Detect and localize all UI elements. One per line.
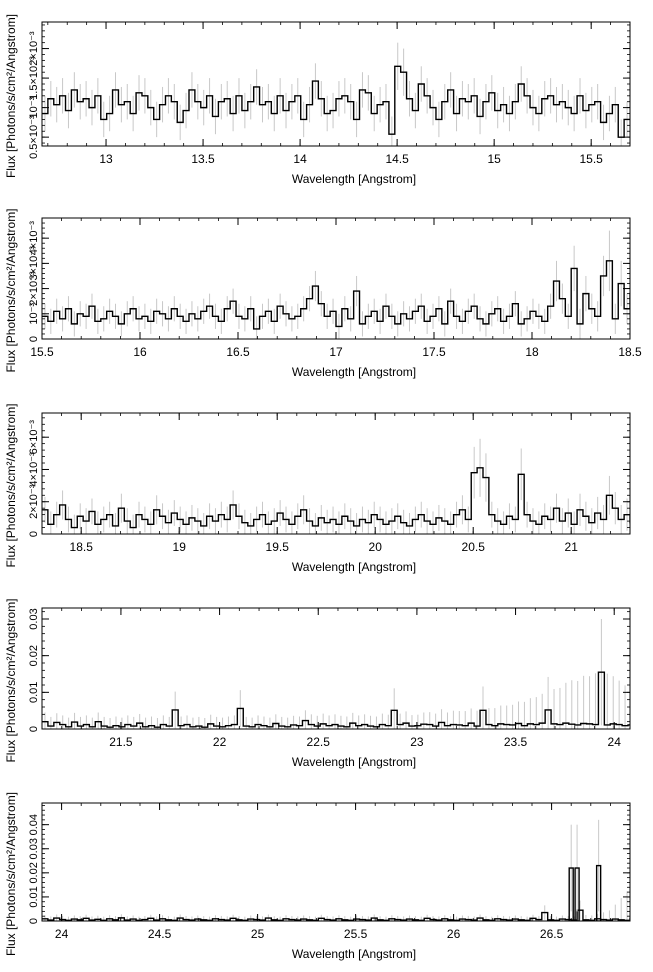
y-axis-label: Flux [Photons/s/cm²/Angstrom]	[4, 403, 18, 567]
x-tick-label: 21	[565, 540, 579, 554]
y-axis-label: Flux [Photons/s/cm²/Angstrom]	[4, 792, 18, 956]
x-axis-label: Wavelength [Angstrom]	[292, 560, 416, 574]
chart-panel-4: 21.5 22 22.5 23 23.5 24 0 0.01 0.02 0.03 Wavelengt…	[4, 598, 631, 769]
x-tick-label: 14.5	[385, 152, 409, 166]
x-tick-label: 18	[525, 345, 539, 359]
x-tick-label: 24	[55, 927, 69, 941]
x-tick-label: 24	[608, 735, 622, 749]
x-tick-label: 15	[487, 152, 501, 166]
x-axis-label: Wavelength [Angstrom]	[292, 365, 416, 379]
x-tick-label: 19	[173, 540, 187, 554]
y-tick-label: 4×10⁻³	[28, 452, 40, 487]
spectrum-step-series-1	[42, 65, 630, 138]
x-tick-label: 22.5	[307, 735, 331, 749]
y-axis-label: Flux [Photons/s/cm²/Angstrom]	[4, 208, 18, 372]
x-tick-label: 23	[410, 735, 424, 749]
x-axis-label: Wavelength [Angstrom]	[292, 947, 416, 961]
plot-area	[42, 230, 630, 339]
x-tick-label: 22	[213, 735, 227, 749]
spectrum-step-series-1	[42, 909, 630, 921]
y-tick-label: 0	[28, 918, 40, 924]
y-tick-label: 0.03	[28, 608, 40, 629]
x-tick-label: 14	[293, 152, 307, 166]
plot-frame	[41, 21, 631, 147]
x-axis-label: Wavelength [Angstrom]	[292, 755, 416, 769]
x-tick-label: 19.5	[266, 540, 290, 554]
plot-area	[42, 42, 630, 146]
y-tick-label: 0.5×10⁻³	[28, 115, 40, 159]
spectrum-step-series-1	[42, 671, 630, 728]
y-tick-label: 3×10⁻³	[28, 246, 40, 281]
y-tick-label: 2×10⁻³	[28, 31, 40, 66]
x-tick-label: 16	[133, 345, 147, 359]
x-tick-label: 21.5	[109, 735, 133, 749]
x-tick-label: 24.5	[148, 927, 172, 941]
y-tick-label: 10⁻³	[28, 303, 40, 325]
x-tick-label: 13.5	[191, 152, 215, 166]
spectrum-step-series-1	[42, 467, 630, 529]
y-tick-label: 0	[28, 336, 40, 342]
plot-area	[42, 819, 630, 921]
y-tick-label: 2×10⁻³	[28, 484, 40, 519]
x-tick-label: 26	[447, 927, 461, 941]
x-tick-label: 25	[251, 927, 265, 941]
y-tick-label: 0.02	[28, 862, 40, 883]
y-tick-label: 0.04	[28, 814, 40, 835]
y-axis-label: Flux [Photons/s/cm²/Angstrom]	[4, 598, 18, 762]
y-tick-label: 0.02	[28, 645, 40, 666]
y-tick-label: 10⁻³	[28, 96, 40, 118]
x-tick-label: 20.5	[462, 540, 486, 554]
y-tick-label: 0.01	[28, 886, 40, 907]
plot-area	[42, 619, 630, 729]
highlight-bin	[595, 864, 602, 921]
x-tick-label: 15.5	[580, 152, 604, 166]
chart-panel-3: 18.5 19 19.5 20 20.5 21 0 2×10⁻³4×10⁻³6×10⁻³ Wav…	[4, 403, 631, 574]
chart-panel-2: 15.5 16 16.5 17 17.5 18 18.5 0 10⁻³2×10⁻³3×10⁻³4…	[4, 208, 642, 379]
x-axis-label: Wavelength [Angstrom]	[292, 172, 416, 186]
y-tick-label: 2×10⁻³	[28, 271, 40, 306]
spectrum-step-series-1	[42, 260, 630, 330]
y-tick-label: 0.01	[28, 682, 40, 703]
x-tick-label: 26.5	[540, 927, 564, 941]
chart-panel-5: 24 24.5 25 25.5 26 26.5 0 0.01 0.02 0.03 0.04 Wavel…	[4, 792, 631, 961]
plot-frame	[41, 802, 631, 922]
y-axis-label: Flux [Photons/s/cm²/Angstrom]	[4, 14, 18, 178]
plot-area	[42, 438, 630, 534]
x-tick-label: 18.5	[70, 540, 94, 554]
chart-panel-1: 13 13.5 14 14.5 15 15.5 0.5×10⁻³10⁻³1.5×10⁻³2×…	[4, 14, 631, 186]
y-tick-label: 0	[28, 726, 40, 732]
y-tick-label: 4×10⁻³	[28, 221, 40, 256]
y-tick-label: 0	[28, 531, 40, 537]
x-tick-label: 25.5	[344, 927, 368, 941]
x-tick-label: 13	[99, 152, 113, 166]
x-tick-label: 18.5	[618, 345, 642, 359]
x-tick-label: 17	[329, 345, 343, 359]
x-tick-label: 16.5	[226, 345, 250, 359]
y-tick-label: 6×10⁻³	[28, 420, 40, 455]
plot-frame	[41, 607, 631, 730]
x-tick-label: 17.5	[422, 345, 446, 359]
x-tick-label: 23.5	[504, 735, 528, 749]
x-tick-label: 20	[369, 540, 383, 554]
x-tick-label: 15.5	[30, 345, 54, 359]
y-tick-label: 1.5×10⁻³	[28, 56, 40, 100]
y-tick-label: 0.03	[28, 838, 40, 859]
